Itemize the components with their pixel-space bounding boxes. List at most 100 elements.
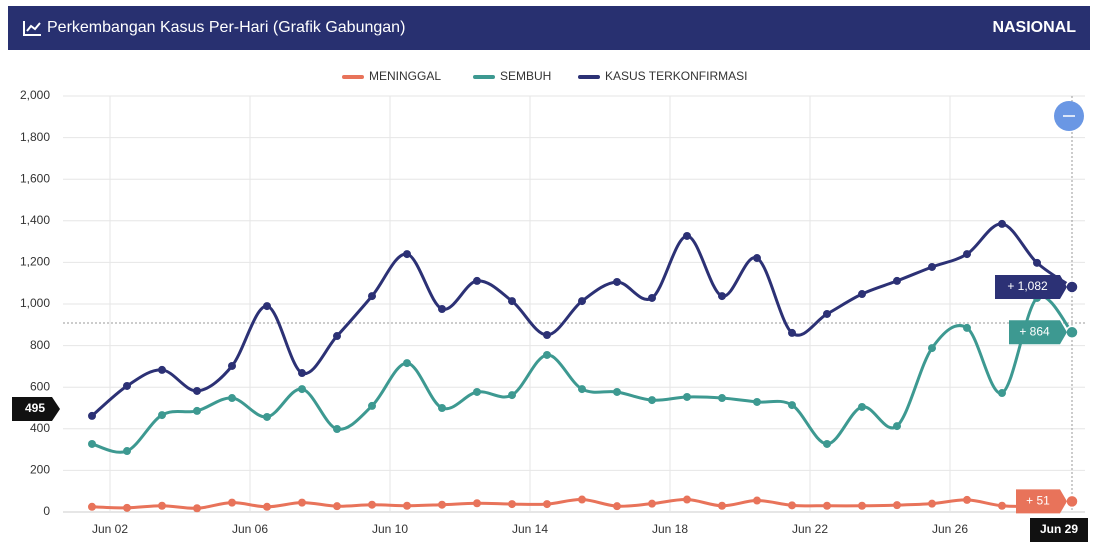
x-tick-label: Jun 02 bbox=[92, 522, 128, 536]
header-bar bbox=[8, 6, 1090, 50]
region-label: NASIONAL bbox=[992, 19, 1076, 36]
x-tick-label: Jun 10 bbox=[372, 522, 408, 536]
data-point bbox=[1065, 494, 1079, 509]
data-point bbox=[963, 250, 971, 259]
data-point bbox=[578, 495, 586, 504]
y-tick-label: 1,800 bbox=[20, 130, 50, 144]
data-point bbox=[1065, 325, 1079, 340]
y-tick-label: 2,000 bbox=[20, 88, 50, 102]
data-point bbox=[368, 292, 376, 301]
data-point bbox=[683, 495, 691, 504]
data-point bbox=[823, 309, 831, 318]
data-point bbox=[1033, 258, 1041, 267]
data-point bbox=[963, 323, 971, 332]
y-tick-label: 1,400 bbox=[20, 213, 50, 227]
data-point bbox=[613, 277, 621, 286]
data-point bbox=[368, 500, 376, 509]
y-tick-label: 200 bbox=[30, 463, 50, 477]
x-tick-label: Jun 06 bbox=[232, 522, 268, 536]
data-point bbox=[753, 496, 761, 505]
x-tick-label: Jun 22 bbox=[792, 522, 828, 536]
x-tick-label: Jun 14 bbox=[512, 522, 548, 536]
data-point bbox=[998, 219, 1006, 228]
data-point bbox=[998, 389, 1006, 398]
data-point bbox=[858, 402, 866, 411]
data-point bbox=[578, 385, 586, 394]
data-point bbox=[543, 500, 551, 509]
data-point bbox=[1065, 280, 1079, 294]
data-point bbox=[998, 501, 1006, 510]
data-point bbox=[368, 401, 376, 410]
data-point bbox=[858, 501, 866, 510]
y-tick-label: 1,600 bbox=[20, 171, 50, 185]
data-point bbox=[333, 425, 341, 434]
data-point bbox=[718, 501, 726, 510]
data-point bbox=[648, 499, 656, 508]
data-point bbox=[753, 254, 761, 263]
data-point bbox=[928, 499, 936, 508]
data-point bbox=[648, 396, 656, 405]
data-point bbox=[403, 250, 411, 259]
data-point bbox=[473, 387, 481, 396]
data-point bbox=[508, 297, 516, 306]
legend-label: KASUS TERKONFIRMASI bbox=[605, 69, 747, 83]
value-label: + 51 bbox=[1026, 494, 1050, 508]
data-point bbox=[718, 394, 726, 403]
data-point bbox=[683, 392, 691, 401]
crosshair-x-box bbox=[1030, 518, 1088, 542]
y-tick-label: 400 bbox=[30, 421, 50, 435]
data-point bbox=[298, 385, 306, 394]
data-point bbox=[123, 447, 131, 456]
data-point bbox=[438, 500, 446, 509]
crosshair-y-box bbox=[12, 397, 60, 422]
y-tick-label: 800 bbox=[30, 338, 50, 352]
data-point bbox=[788, 501, 796, 510]
data-point bbox=[333, 502, 341, 511]
data-point bbox=[228, 361, 236, 370]
data-point bbox=[613, 387, 621, 396]
data-point bbox=[333, 332, 341, 341]
data-point bbox=[193, 386, 201, 395]
data-point bbox=[508, 391, 516, 400]
data-point bbox=[403, 359, 411, 368]
data-point bbox=[193, 406, 201, 415]
data-point bbox=[438, 304, 446, 313]
value-label: + 1,082 bbox=[1007, 279, 1048, 293]
data-point bbox=[158, 411, 166, 420]
data-point bbox=[928, 344, 936, 353]
data-point bbox=[263, 412, 271, 421]
data-point bbox=[228, 394, 236, 403]
data-point bbox=[193, 504, 201, 513]
data-point bbox=[578, 297, 586, 306]
crosshair-y-label: 495 bbox=[25, 401, 45, 415]
data-point bbox=[158, 501, 166, 510]
value-label-box bbox=[995, 274, 1067, 299]
data-point bbox=[298, 369, 306, 378]
data-point bbox=[963, 495, 971, 504]
data-point bbox=[893, 276, 901, 285]
y-tick-label: 1,000 bbox=[20, 296, 50, 310]
data-point bbox=[543, 350, 551, 359]
y-tick-label: 1,200 bbox=[20, 255, 50, 269]
data-point bbox=[928, 262, 936, 271]
data-point bbox=[263, 302, 271, 311]
chart-icon bbox=[23, 21, 41, 36]
data-point bbox=[893, 422, 901, 431]
data-point bbox=[753, 397, 761, 406]
data-point bbox=[263, 502, 271, 511]
data-point bbox=[88, 411, 96, 420]
data-point bbox=[858, 290, 866, 299]
data-point bbox=[403, 501, 411, 510]
data-point bbox=[473, 276, 481, 285]
chart-title: Perkembangan Kasus Per-Hari (Grafik Gabu… bbox=[47, 19, 405, 36]
data-point bbox=[613, 502, 621, 511]
data-point bbox=[543, 330, 551, 339]
legend-label: SEMBUH bbox=[500, 69, 551, 83]
value-label: + 864 bbox=[1019, 324, 1050, 338]
data-point bbox=[718, 292, 726, 301]
data-point bbox=[508, 500, 516, 509]
data-point bbox=[473, 499, 481, 508]
data-point bbox=[788, 401, 796, 410]
data-point bbox=[298, 498, 306, 507]
